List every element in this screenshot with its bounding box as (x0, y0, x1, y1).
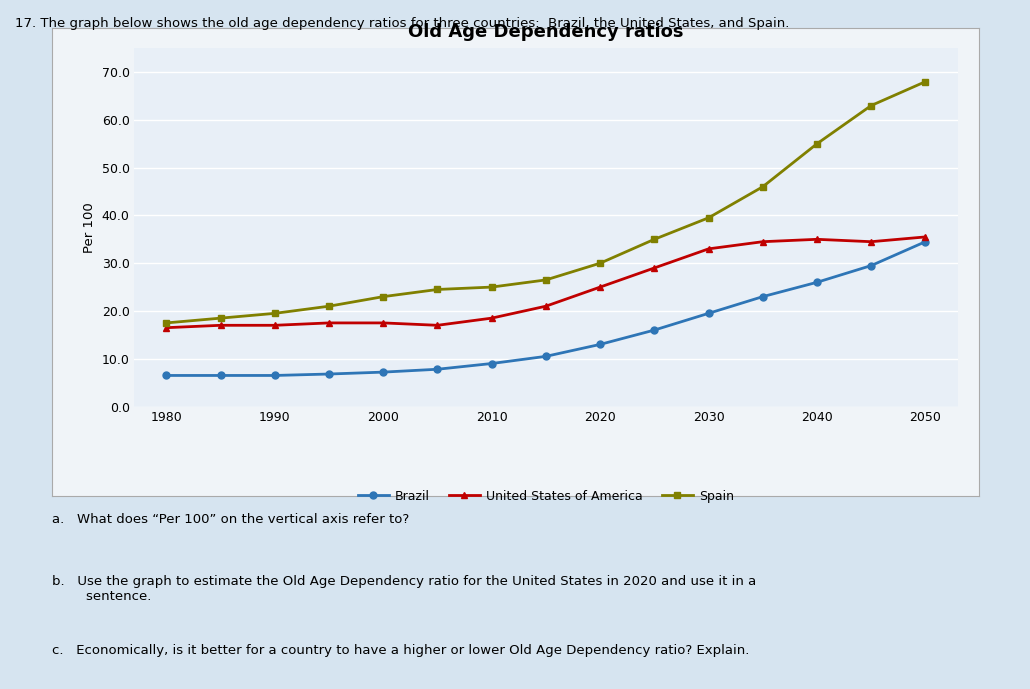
Brazil (432, 365, 444, 373)
Brazil (919, 238, 931, 246)
United States of America (322, 319, 335, 327)
Spain (322, 302, 335, 310)
United States of America (214, 321, 227, 329)
Brazil (757, 293, 769, 301)
Spain (269, 309, 281, 318)
United States of America (648, 264, 660, 272)
Text: b.   Use the graph to estimate the Old Age Dependency ratio for the United State: b. Use the graph to estimate the Old Age… (52, 575, 756, 604)
Brazil (540, 352, 552, 360)
Spain (161, 319, 173, 327)
Spain (811, 140, 823, 148)
Text: c.   Economically, is it better for a country to have a higher or lower Old Age : c. Economically, is it better for a coun… (52, 644, 749, 657)
Spain (377, 293, 389, 301)
Spain (702, 214, 715, 222)
United States of America (594, 283, 607, 291)
United States of America (919, 233, 931, 241)
United States of America (485, 314, 497, 322)
Text: a.   What does “Per 100” on the vertical axis refer to?: a. What does “Per 100” on the vertical a… (52, 513, 409, 526)
Legend: Brazil, United States of America, Spain: Brazil, United States of America, Spain (352, 485, 740, 508)
Text: 17. The graph below shows the old age dependency ratios for three countries:  Br: 17. The graph below shows the old age de… (15, 17, 790, 30)
Spain (594, 259, 607, 267)
Spain (485, 283, 497, 291)
Spain (648, 235, 660, 243)
Line: Spain: Spain (163, 78, 929, 327)
United States of America (432, 321, 444, 329)
United States of America (540, 302, 552, 310)
United States of America (161, 324, 173, 332)
Brazil (269, 371, 281, 380)
Brazil (322, 370, 335, 378)
United States of America (811, 235, 823, 243)
Spain (865, 101, 878, 110)
Brazil (214, 371, 227, 380)
Brazil (865, 261, 878, 269)
Line: Brazil: Brazil (163, 238, 929, 379)
United States of America (269, 321, 281, 329)
United States of America (865, 238, 878, 246)
United States of America (377, 319, 389, 327)
Brazil (377, 368, 389, 376)
Y-axis label: Per 100: Per 100 (83, 202, 96, 253)
Spain (540, 276, 552, 284)
Brazil (594, 340, 607, 349)
Line: United States of America: United States of America (163, 234, 929, 331)
Title: Old Age Dependency ratios: Old Age Dependency ratios (408, 23, 684, 41)
Spain (214, 314, 227, 322)
Spain (757, 183, 769, 191)
United States of America (702, 245, 715, 253)
Brazil (485, 360, 497, 368)
Spain (919, 78, 931, 86)
Spain (432, 285, 444, 294)
United States of America (757, 238, 769, 246)
Brazil (161, 371, 173, 380)
Brazil (648, 326, 660, 334)
Brazil (811, 278, 823, 287)
Brazil (702, 309, 715, 318)
